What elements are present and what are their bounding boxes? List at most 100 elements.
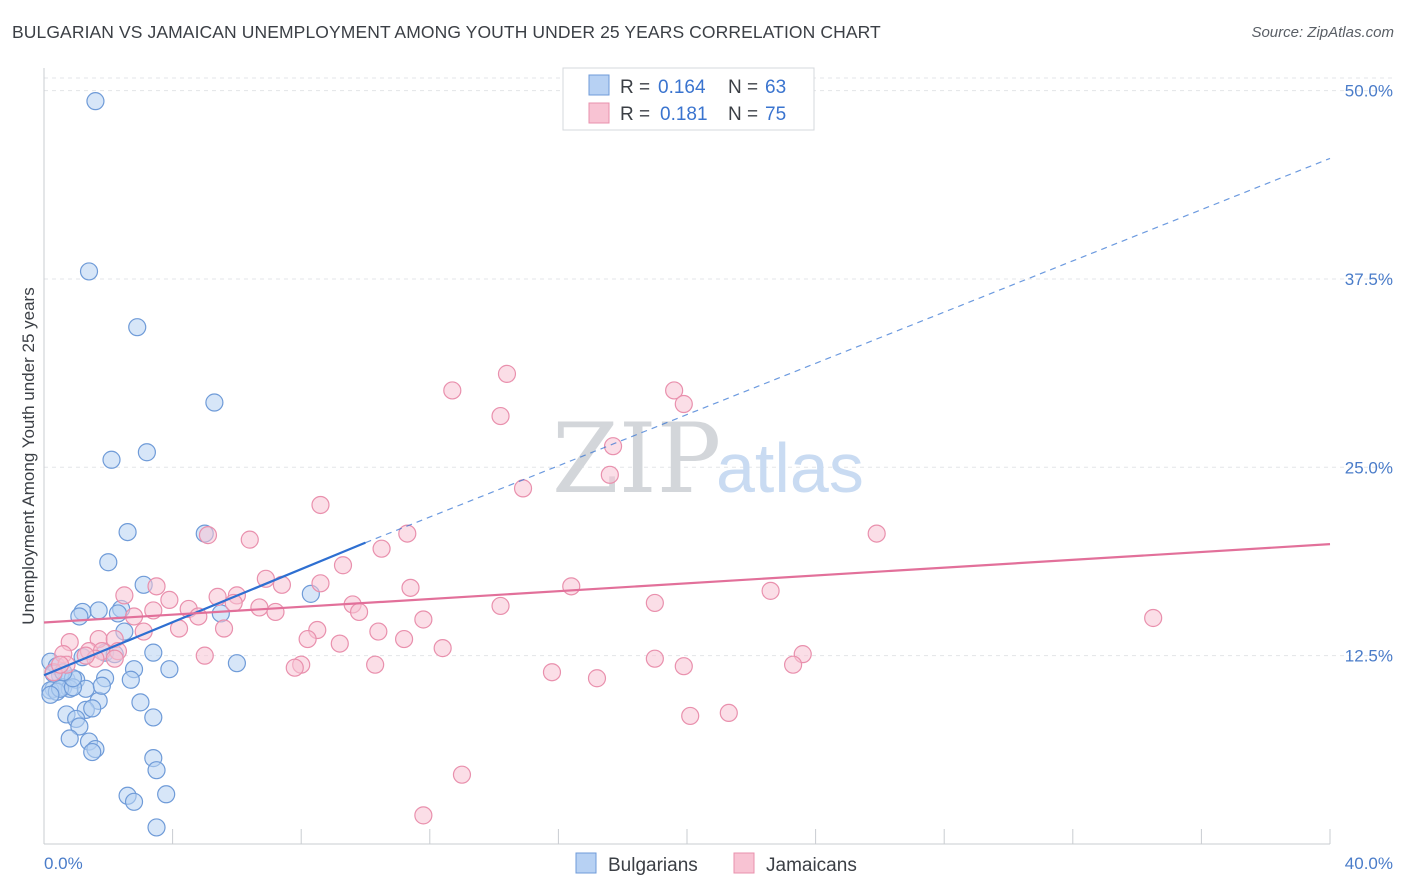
bulgarian-point xyxy=(60,729,79,748)
bulgarian-point xyxy=(128,318,147,337)
jamaican-point xyxy=(115,586,134,605)
jamaican-point xyxy=(783,655,803,674)
legend-n-value-2: 75 xyxy=(765,104,786,125)
bulgarian-point xyxy=(92,676,111,695)
jamaican-point xyxy=(433,639,452,658)
y-axis-label: Unemployment Among Youth under 25 years xyxy=(19,287,38,624)
bulgarian-point xyxy=(89,601,108,620)
jamaican-point xyxy=(867,524,886,543)
jamaican-point xyxy=(372,539,391,558)
jamaican-point xyxy=(394,629,414,649)
jamaican-point xyxy=(665,381,684,400)
bulgarian-point xyxy=(147,818,166,837)
jamaican-point xyxy=(587,669,607,688)
bulgarian-point xyxy=(86,92,105,111)
jamaican-point xyxy=(240,530,259,549)
jamaican-point xyxy=(333,556,353,575)
bulgarian-point xyxy=(79,262,99,281)
jamaican-point xyxy=(497,364,517,383)
x-tick-labels: 0.0% 40.0% xyxy=(44,854,1393,873)
series-bulgarians xyxy=(41,92,320,837)
jamaican-point xyxy=(645,649,664,668)
x-tick-label: 40.0% xyxy=(1345,854,1393,873)
watermark: ZIP atlas xyxy=(552,403,864,515)
jamaican-point xyxy=(414,806,433,825)
x-tick-label: 0.0% xyxy=(44,854,83,873)
jamaican-point xyxy=(1144,608,1163,628)
jamaican-point xyxy=(414,610,433,629)
bulgarian-point xyxy=(147,761,166,780)
jamaican-point xyxy=(443,381,462,400)
jamaican-point xyxy=(298,629,317,649)
chart-source: Source: ZipAtlas.com xyxy=(1251,24,1394,41)
jamaican-point xyxy=(195,646,214,665)
bulgarian-point xyxy=(131,693,150,712)
watermark-atlas: atlas xyxy=(716,429,864,507)
jamaican-point xyxy=(645,593,664,613)
bottom-legend-swatch-bulgarians xyxy=(575,852,597,874)
jamaican-point xyxy=(681,706,700,726)
bulgarian-point xyxy=(121,670,140,689)
bulgarian-point xyxy=(144,643,163,662)
jamaican-point xyxy=(266,602,285,622)
jamaican-point xyxy=(674,394,693,414)
jamaican-point xyxy=(491,596,510,616)
legend-r-label-1: R = xyxy=(620,77,650,98)
y-tick-label: 37.5% xyxy=(1345,270,1393,289)
jamaican-point xyxy=(160,590,179,609)
bulgarian-point xyxy=(137,443,156,462)
jamaican-point xyxy=(603,437,623,456)
bulgarian-point xyxy=(227,654,246,673)
bottom-legend-label-bulgarians: Bulgarians xyxy=(608,855,698,876)
bulgarian-point xyxy=(41,685,60,704)
jamaican-point xyxy=(369,622,388,641)
bulgarian-trend-extension xyxy=(365,157,1331,544)
legend-r-label-2: R = xyxy=(620,104,650,125)
jamaican-point xyxy=(491,406,510,426)
bulgarian-point xyxy=(70,607,89,626)
jamaican-point xyxy=(311,574,330,593)
jamaican-point xyxy=(105,649,124,668)
bulgarian-point xyxy=(102,450,121,469)
bulgarian-point xyxy=(157,785,176,804)
bulgarian-trend-line xyxy=(43,541,366,677)
bulgarian-point xyxy=(124,792,144,811)
legend-swatch-jamaicans xyxy=(588,102,610,124)
y-tick-labels: 12.5% 25.0% 37.5% 50.0% xyxy=(1345,82,1393,666)
watermark-zip: ZIP xyxy=(552,403,721,515)
jamaican-point xyxy=(401,578,420,597)
bulgarian-point xyxy=(118,522,137,542)
jamaican-point xyxy=(366,655,385,674)
bulgarian-point xyxy=(83,742,102,762)
bulgarian-point xyxy=(144,708,163,727)
bottom-legend: Bulgarians Jamaicans xyxy=(575,852,857,876)
bulgarian-point xyxy=(160,660,179,679)
jamaican-point xyxy=(761,581,780,600)
jamaican-point xyxy=(311,495,330,515)
y-tick-label: 25.0% xyxy=(1345,458,1393,477)
legend-n-label-1: N = xyxy=(728,77,758,98)
bulgarian-point xyxy=(205,393,224,412)
trend-lines xyxy=(43,157,1331,677)
jamaican-trend-line xyxy=(43,543,1331,624)
legend-r-value-2: 0.181 xyxy=(660,104,708,125)
jamaican-point xyxy=(452,765,472,784)
jamaican-point xyxy=(285,658,304,677)
jamaican-point xyxy=(198,526,218,545)
jamaican-point xyxy=(719,703,738,723)
legend-r-value-1: 0.164 xyxy=(658,77,706,98)
chart-title: BULGARIAN VS JAMAICAN UNEMPLOYMENT AMONG… xyxy=(12,22,881,42)
jamaican-point xyxy=(330,634,349,653)
legend: R = 0.164 N = 63 R = 0.181 N = 75 xyxy=(562,67,815,131)
bottom-legend-swatch-jamaicans xyxy=(733,852,755,874)
bulgarian-point xyxy=(99,553,118,572)
jamaican-point xyxy=(513,479,533,498)
y-tick-label: 50.0% xyxy=(1345,82,1393,101)
jamaican-point xyxy=(398,524,417,543)
jamaican-point xyxy=(214,619,234,638)
axes xyxy=(43,68,1330,845)
legend-swatch-bulgarians xyxy=(588,74,610,96)
y-tick-label: 12.5% xyxy=(1345,647,1393,666)
jamaican-point xyxy=(674,657,693,676)
jamaican-point xyxy=(250,598,269,617)
